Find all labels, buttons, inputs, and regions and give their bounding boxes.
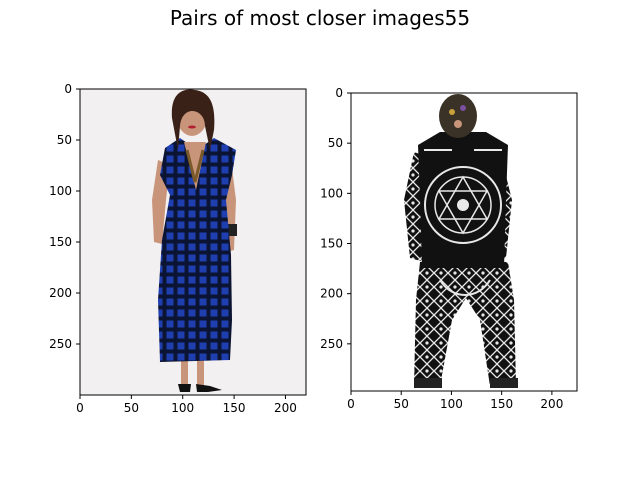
y-tick-label: 150 bbox=[320, 237, 343, 251]
x-tick-label: 0 bbox=[76, 401, 84, 415]
x-tick-label: 200 bbox=[540, 397, 563, 411]
x-tick-label: 150 bbox=[223, 401, 246, 415]
left-axes: 0 50 100 150 200 0 50 100 150 200 250 bbox=[49, 82, 307, 415]
right-x-ticks: 0 50 100 150 200 bbox=[347, 391, 563, 411]
figure-title: Pairs of most closer images55 bbox=[169, 6, 471, 30]
left-x-ticks: 0 50 100 150 200 bbox=[76, 395, 297, 415]
y-tick-label: 200 bbox=[320, 287, 343, 301]
y-tick-label: 50 bbox=[57, 133, 72, 147]
x-tick-label: 100 bbox=[171, 401, 194, 415]
y-tick-label: 0 bbox=[64, 82, 72, 96]
left-y-ticks: 0 50 100 150 200 250 bbox=[49, 82, 80, 351]
x-tick-label: 150 bbox=[490, 397, 513, 411]
x-tick-label: 0 bbox=[347, 397, 355, 411]
x-tick-label: 200 bbox=[274, 401, 297, 415]
y-tick-label: 100 bbox=[49, 184, 72, 198]
y-tick-label: 0 bbox=[335, 86, 343, 100]
left-photo-figure bbox=[152, 89, 237, 392]
y-tick-label: 150 bbox=[49, 235, 72, 249]
y-tick-label: 250 bbox=[320, 337, 343, 351]
right-axes: 0 50 100 150 200 0 50 100 150 200 250 bbox=[320, 86, 578, 411]
x-tick-label: 100 bbox=[440, 397, 463, 411]
x-tick-label: 50 bbox=[124, 401, 139, 415]
x-tick-label: 50 bbox=[394, 397, 409, 411]
right-axes-frame bbox=[350, 92, 578, 392]
y-tick-label: 250 bbox=[49, 337, 72, 351]
right-y-ticks: 0 50 100 150 200 250 bbox=[320, 86, 351, 351]
y-tick-label: 200 bbox=[49, 286, 72, 300]
y-tick-label: 100 bbox=[320, 186, 343, 200]
right-photo-figure bbox=[404, 94, 518, 388]
y-tick-label: 50 bbox=[328, 136, 343, 150]
